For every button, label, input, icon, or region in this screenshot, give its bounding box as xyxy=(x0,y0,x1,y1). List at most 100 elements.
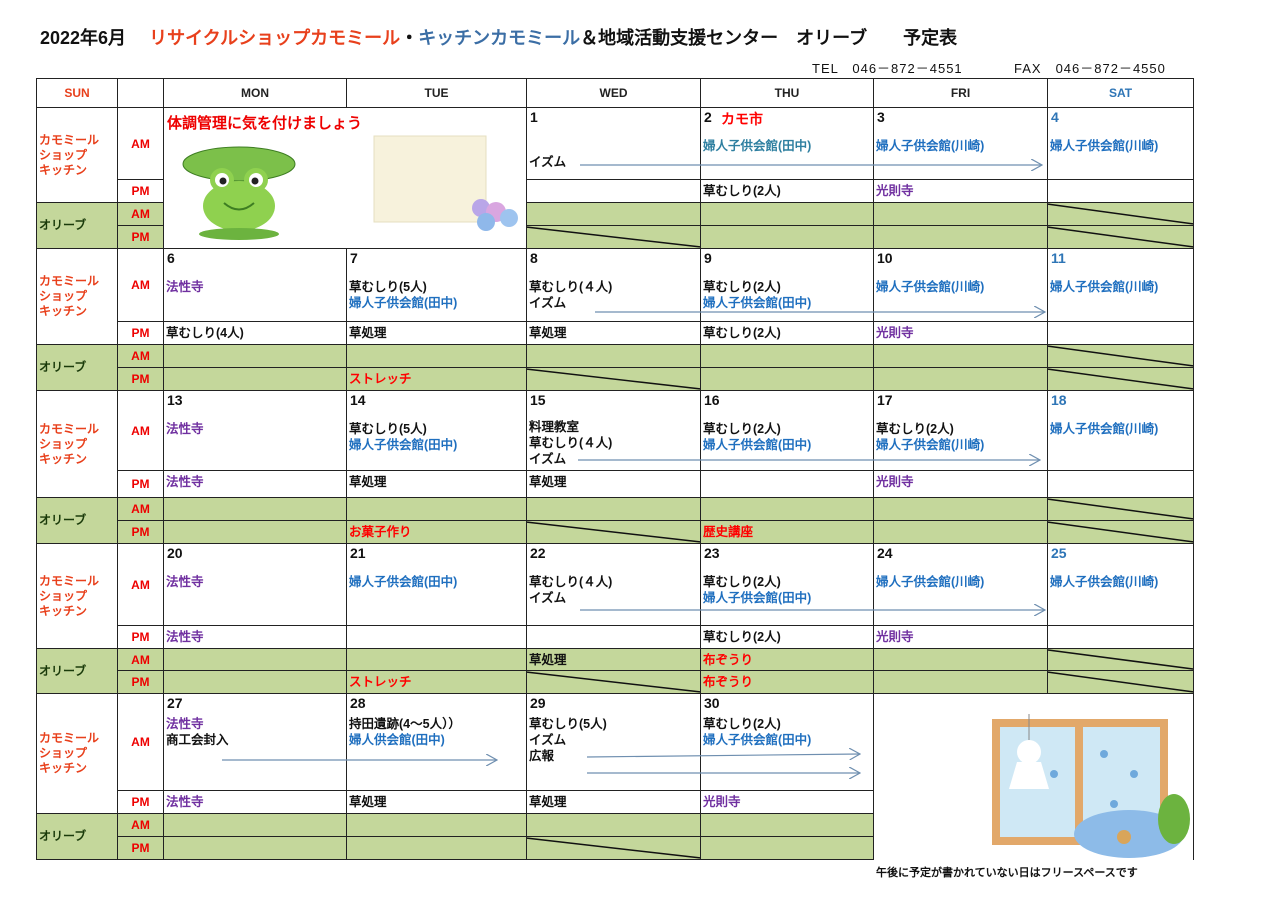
olive-pm-cell-18[interactable] xyxy=(1047,520,1194,544)
schedule-entry[interactable]: 婦人子供会館(川崎) xyxy=(1050,422,1159,436)
schedule-entry[interactable]: 婦人子供会館(川崎) xyxy=(1050,139,1159,153)
schedule-entry[interactable]: 光則寺 xyxy=(876,326,914,340)
pm-cell-13[interactable]: 法性寺 xyxy=(163,470,347,498)
pm-cell-30[interactable]: 光則寺 xyxy=(700,790,874,814)
olive-am-cell-17[interactable] xyxy=(873,497,1048,521)
pm-cell-18[interactable] xyxy=(1047,470,1194,498)
schedule-entry[interactable]: 法性寺 xyxy=(166,475,204,489)
olive-pm-cell-21[interactable]: ストレッチ xyxy=(346,670,527,694)
schedule-entry[interactable]: 婦人供会館(田中) xyxy=(349,733,445,747)
olive-pm-cell-25[interactable] xyxy=(1047,670,1194,694)
olive-pm-cell-2[interactable] xyxy=(700,225,874,249)
schedule-entry[interactable]: 草むしり(5人) xyxy=(349,422,427,436)
olive-am-cell-4[interactable] xyxy=(1047,202,1194,226)
schedule-entry[interactable]: 婦人子供会館(田中) xyxy=(703,139,812,153)
schedule-entry[interactable]: 草処理 xyxy=(529,795,567,809)
schedule-entry[interactable]: 草処理 xyxy=(349,326,387,340)
day-cell-15[interactable]: 15 料理教室 草むしり(４人) イズム xyxy=(526,390,701,471)
day-cell-13[interactable]: 13 法性寺 xyxy=(163,390,347,471)
olive-am-cell-16[interactable] xyxy=(700,497,874,521)
schedule-entry[interactable]: 草むしり(４人) xyxy=(529,436,613,450)
olive-pm-cell-14[interactable]: お菓子作り xyxy=(346,520,527,544)
schedule-entry[interactable]: 草むしり(４人) xyxy=(529,575,613,589)
olive-am-cell-24[interactable] xyxy=(873,648,1048,671)
pm-cell-2[interactable]: 草むしり(2人) xyxy=(700,179,874,203)
pm-cell-6[interactable]: 草むしり(4人) xyxy=(163,321,347,345)
schedule-entry[interactable]: 商工会封入 xyxy=(166,733,229,747)
olive-pm-cell-13[interactable] xyxy=(163,520,347,544)
schedule-entry[interactable]: 草むしり(2人) xyxy=(703,575,781,589)
schedule-entry[interactable]: 婦人子供会館(田中) xyxy=(349,575,458,589)
day-cell-30[interactable]: 30 草むしり(2人) 婦人子供会館(田中) xyxy=(700,693,874,791)
olive-am-cell-2[interactable] xyxy=(700,202,874,226)
schedule-entry[interactable]: 草むしり(2人) xyxy=(703,184,781,198)
schedule-entry[interactable]: イズム xyxy=(529,296,567,310)
day-cell-27[interactable]: 27 法性寺 商工会封入 xyxy=(163,693,347,791)
pm-cell-15[interactable]: 草処理 xyxy=(526,470,701,498)
day-cell-23[interactable]: 23 草むしり(2人) 婦人子供会館(田中) xyxy=(700,543,874,626)
schedule-entry[interactable]: 婦人子供会館(川崎) xyxy=(876,280,985,294)
olive-am-cell-11[interactable] xyxy=(1047,344,1194,368)
olive-pm-cell-7[interactable]: ストレッチ xyxy=(346,367,527,391)
schedule-entry[interactable]: 持田遺跡(4～5人）） xyxy=(349,717,461,731)
schedule-entry[interactable]: 法性寺 xyxy=(166,795,204,809)
schedule-entry[interactable]: 婦人子供会館(田中) xyxy=(703,438,812,452)
pm-cell-7[interactable]: 草処理 xyxy=(346,321,527,345)
olive-pm-cell-15[interactable] xyxy=(526,520,701,544)
schedule-entry[interactable]: 法性寺 xyxy=(166,630,204,644)
olive-am-cell-25[interactable] xyxy=(1047,648,1194,671)
olive-pm-cell-29[interactable] xyxy=(526,836,701,860)
schedule-entry[interactable]: 法性寺 xyxy=(166,422,204,436)
day-cell-24[interactable]: 24 婦人子供会館(川崎) xyxy=(873,543,1048,626)
olive-pm-cell-10[interactable] xyxy=(873,367,1048,391)
schedule-entry[interactable]: 婦人子供会館(川崎) xyxy=(1050,280,1159,294)
olive-am-cell-30[interactable] xyxy=(700,813,874,837)
day-cell-1[interactable]: 1 イズム xyxy=(526,107,701,180)
olive-am-cell-22[interactable]: 草処理 xyxy=(526,648,701,671)
day-cell-21[interactable]: 21 婦人子供会館(田中) xyxy=(346,543,527,626)
schedule-entry[interactable]: 草むしり(2人) xyxy=(703,422,781,436)
day-cell-16[interactable]: 16 草むしり(2人) 婦人子供会館(田中) xyxy=(700,390,874,471)
schedule-entry[interactable]: 草むしり(４人) xyxy=(529,280,613,294)
day-cell-18[interactable]: 18 婦人子供会館(川崎) xyxy=(1047,390,1194,471)
olive-am-cell-28[interactable] xyxy=(346,813,527,837)
olive-pm-cell-8[interactable] xyxy=(526,367,701,391)
schedule-entry[interactable]: 広報 xyxy=(529,749,555,763)
olive-pm-cell-28[interactable] xyxy=(346,836,527,860)
olive-am-cell-6[interactable] xyxy=(163,344,347,368)
olive-am-cell-21[interactable] xyxy=(346,648,527,671)
olive-am-cell-15[interactable] xyxy=(526,497,701,521)
schedule-entry[interactable]: 法性寺 xyxy=(166,280,204,294)
pm-cell-14[interactable]: 草処理 xyxy=(346,470,527,498)
schedule-entry[interactable]: 婦人子供会館(田中) xyxy=(703,296,812,310)
day-cell-17[interactable]: 17 草むしり(2人) 婦人子供会館(川崎) xyxy=(873,390,1048,471)
schedule-entry[interactable]: 法性寺 xyxy=(166,717,204,731)
pm-cell-3[interactable]: 光則寺 xyxy=(873,179,1048,203)
pm-cell-25[interactable] xyxy=(1047,625,1194,649)
olive-am-cell-3[interactable] xyxy=(873,202,1048,226)
schedule-entry[interactable]: 婦人子供会館(田中) xyxy=(349,296,458,310)
olive-pm-cell-6[interactable] xyxy=(163,367,347,391)
pm-cell-4[interactable] xyxy=(1047,179,1194,203)
day-cell-9[interactable]: 9 草むしり(2人) 婦人子供会館(田中) xyxy=(700,248,874,322)
olive-am-cell-7[interactable] xyxy=(346,344,527,368)
pm-cell-22[interactable] xyxy=(526,625,701,649)
schedule-entry[interactable]: ストレッチ xyxy=(349,372,412,386)
schedule-entry[interactable]: イズム xyxy=(529,452,567,466)
pm-cell-28[interactable]: 草処理 xyxy=(346,790,527,814)
day-cell-29[interactable]: 29 草むしり(5人) イズム 広報 xyxy=(526,693,701,791)
schedule-entry[interactable]: 草むしり(2人) xyxy=(876,422,954,436)
olive-am-cell-20[interactable] xyxy=(163,648,347,671)
schedule-entry[interactable]: 草処理 xyxy=(349,795,387,809)
olive-pm-cell-22[interactable] xyxy=(526,670,701,694)
olive-am-cell-29[interactable] xyxy=(526,813,701,837)
day-cell-3[interactable]: 3 婦人子供会館(川崎) xyxy=(873,107,1048,180)
olive-am-cell-10[interactable] xyxy=(873,344,1048,368)
schedule-entry[interactable]: ストレッチ xyxy=(349,675,412,689)
olive-pm-cell-17[interactable] xyxy=(873,520,1048,544)
schedule-entry[interactable]: 草むしり(5人) xyxy=(529,717,607,731)
day-cell-4[interactable]: 4 婦人子供会館(川崎) xyxy=(1047,107,1194,180)
olive-pm-cell-3[interactable] xyxy=(873,225,1048,249)
schedule-entry[interactable]: 草処理 xyxy=(349,475,387,489)
pm-cell-10[interactable]: 光則寺 xyxy=(873,321,1048,345)
